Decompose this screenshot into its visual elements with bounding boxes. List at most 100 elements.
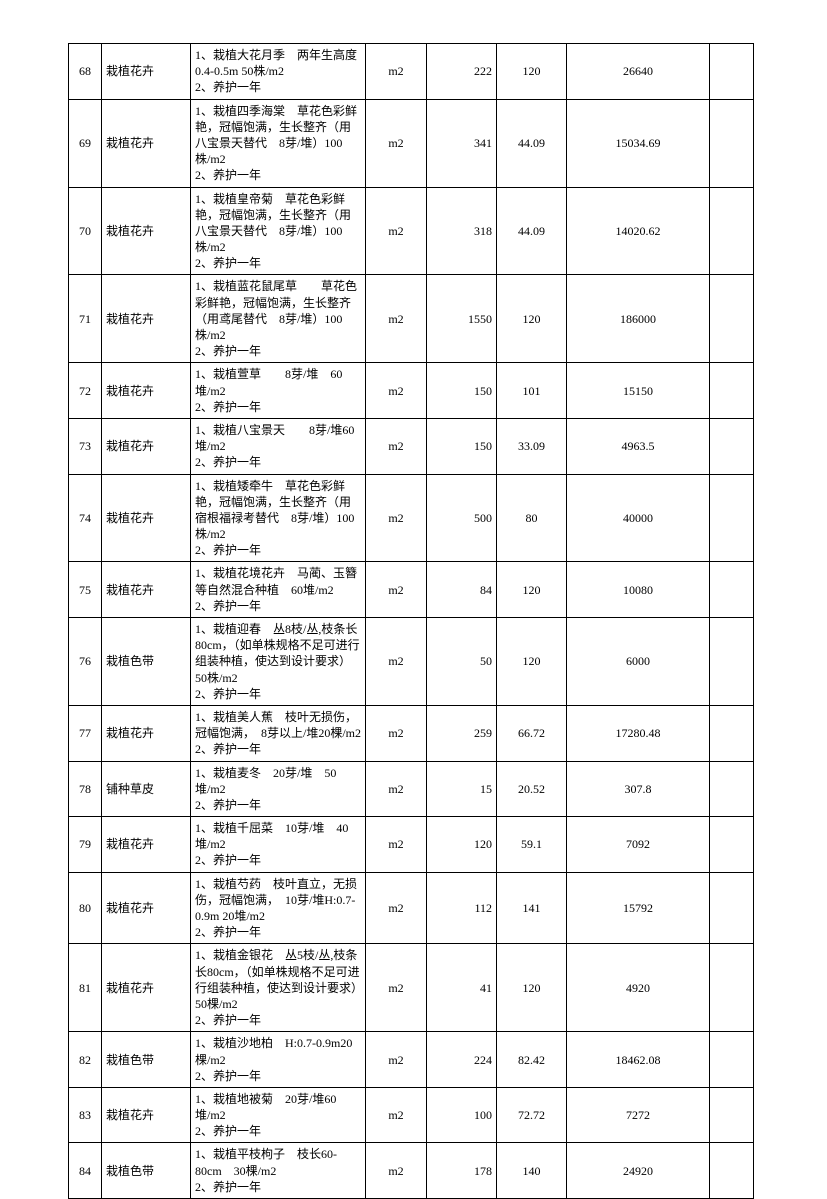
cell-unit: m2 [366, 474, 427, 562]
cell-total: 10080 [567, 562, 710, 618]
table-row: 81栽植花卉1、栽植金银花 丛5枝/丛,枝条长80cm，（如单株规格不足可进行组… [69, 944, 754, 1032]
cell-desc: 1、栽植大花月季 两年生高度0.4-0.5m 50株/m2 2、养护一年 [191, 44, 366, 100]
cell-unit: m2 [366, 187, 427, 275]
cell-desc: 1、栽植美人蕉 枝叶无损伤，冠幅饱满， 8芽以上/堆20棵/m2 2、养护一年 [191, 705, 366, 761]
cell-name: 栽植花卉 [102, 363, 191, 419]
cell-qty: 41 [427, 944, 497, 1032]
table-row: 78铺种草皮1、栽植麦冬 20芽/堆 50堆/m2 2、养护一年m21520.5… [69, 761, 754, 817]
table-row: 71栽植花卉1、栽植蓝花鼠尾草 草花色彩鲜艳，冠幅饱满，生长整齐（用鸢尾替代 8… [69, 275, 754, 363]
cell-no: 72 [69, 363, 102, 419]
cell-qty: 120 [427, 817, 497, 873]
table-row: 73栽植花卉1、栽植八宝景天 8芽/堆60堆/m2 2、养护一年m215033.… [69, 418, 754, 474]
table-row: 80栽植花卉1、栽植芍药 枝叶直立，无损伤，冠幅饱满， 10芽/堆H:0.7-0… [69, 872, 754, 944]
table-row: 68栽植花卉1、栽植大花月季 两年生高度0.4-0.5m 50株/m2 2、养护… [69, 44, 754, 100]
cell-name: 栽植花卉 [102, 562, 191, 618]
cell-total: 26640 [567, 44, 710, 100]
cell-name: 栽植花卉 [102, 44, 191, 100]
cell-no: 69 [69, 99, 102, 187]
cell-no: 82 [69, 1032, 102, 1088]
cell-blank [710, 618, 754, 706]
cell-unit: m2 [366, 817, 427, 873]
cell-qty: 222 [427, 44, 497, 100]
cell-qty: 50 [427, 618, 497, 706]
cell-price: 33.09 [497, 418, 567, 474]
cell-name: 栽植色带 [102, 618, 191, 706]
pricing-table: 68栽植花卉1、栽植大花月季 两年生高度0.4-0.5m 50株/m2 2、养护… [68, 43, 754, 1199]
cell-unit: m2 [366, 562, 427, 618]
cell-desc: 1、栽植矮牵牛 草花色彩鲜艳，冠幅饱满，生长整齐（用宿根福禄考替代 8芽/堆）1… [191, 474, 366, 562]
cell-unit: m2 [366, 363, 427, 419]
cell-total: 186000 [567, 275, 710, 363]
cell-unit: m2 [366, 761, 427, 817]
cell-name: 栽植花卉 [102, 944, 191, 1032]
cell-total: 15792 [567, 872, 710, 944]
cell-no: 74 [69, 474, 102, 562]
cell-price: 44.09 [497, 187, 567, 275]
cell-blank [710, 187, 754, 275]
cell-blank [710, 44, 754, 100]
cell-qty: 259 [427, 705, 497, 761]
cell-desc: 1、栽植金银花 丛5枝/丛,枝条长80cm，（如单株规格不足可进行组装种植，使达… [191, 944, 366, 1032]
cell-desc: 1、栽植千屈菜 10芽/堆 40堆/m2 2、养护一年 [191, 817, 366, 873]
cell-no: 84 [69, 1143, 102, 1199]
cell-blank [710, 944, 754, 1032]
cell-name: 栽植花卉 [102, 705, 191, 761]
table-row: 75栽植花卉1、栽植花境花卉 马蔺、玉簪等自然混合种植 60堆/m2 2、养护一… [69, 562, 754, 618]
cell-price: 80 [497, 474, 567, 562]
cell-name: 栽植花卉 [102, 99, 191, 187]
cell-no: 80 [69, 872, 102, 944]
cell-blank [710, 275, 754, 363]
cell-qty: 150 [427, 363, 497, 419]
table-row: 83栽植花卉1、栽植地被菊 20芽/堆60堆/m2 2、养护一年m210072.… [69, 1087, 754, 1143]
cell-total: 24920 [567, 1143, 710, 1199]
cell-desc: 1、栽植皇帝菊 草花色彩鲜艳，冠幅饱满，生长整齐（用八宝景天替代 8芽/堆）10… [191, 187, 366, 275]
cell-desc: 1、栽植八宝景天 8芽/堆60堆/m2 2、养护一年 [191, 418, 366, 474]
cell-name: 栽植花卉 [102, 817, 191, 873]
cell-price: 20.52 [497, 761, 567, 817]
cell-total: 15150 [567, 363, 710, 419]
cell-no: 77 [69, 705, 102, 761]
cell-desc: 1、栽植蓝花鼠尾草 草花色彩鲜艳，冠幅饱满，生长整齐（用鸢尾替代 8芽/堆）10… [191, 275, 366, 363]
cell-blank [710, 474, 754, 562]
cell-qty: 15 [427, 761, 497, 817]
cell-price: 141 [497, 872, 567, 944]
cell-desc: 1、栽植沙地柏 H:0.7-0.9m20棵/m2 2、养护一年 [191, 1032, 366, 1088]
cell-unit: m2 [366, 944, 427, 1032]
cell-blank [710, 1143, 754, 1199]
cell-blank [710, 1087, 754, 1143]
cell-desc: 1、栽植麦冬 20芽/堆 50堆/m2 2、养护一年 [191, 761, 366, 817]
cell-desc: 1、栽植平枝枸子 枝长60-80cm 30棵/m2 2、养护一年 [191, 1143, 366, 1199]
table-row: 77栽植花卉1、栽植美人蕉 枝叶无损伤，冠幅饱满， 8芽以上/堆20棵/m2 2… [69, 705, 754, 761]
cell-qty: 500 [427, 474, 497, 562]
cell-qty: 1550 [427, 275, 497, 363]
cell-qty: 341 [427, 99, 497, 187]
cell-no: 68 [69, 44, 102, 100]
cell-no: 81 [69, 944, 102, 1032]
cell-price: 66.72 [497, 705, 567, 761]
cell-price: 140 [497, 1143, 567, 1199]
cell-total: 7272 [567, 1087, 710, 1143]
cell-name: 栽植色带 [102, 1143, 191, 1199]
cell-blank [710, 817, 754, 873]
cell-name: 栽植花卉 [102, 872, 191, 944]
cell-total: 18462.08 [567, 1032, 710, 1088]
cell-name: 栽植花卉 [102, 418, 191, 474]
cell-desc: 1、栽植花境花卉 马蔺、玉簪等自然混合种植 60堆/m2 2、养护一年 [191, 562, 366, 618]
table-row: 72栽植花卉1、栽植萱草 8芽/堆 60堆/m2 2、养护一年m21501011… [69, 363, 754, 419]
cell-total: 15034.69 [567, 99, 710, 187]
cell-no: 75 [69, 562, 102, 618]
cell-blank [710, 705, 754, 761]
cell-no: 76 [69, 618, 102, 706]
cell-no: 83 [69, 1087, 102, 1143]
cell-qty: 150 [427, 418, 497, 474]
cell-unit: m2 [366, 618, 427, 706]
cell-desc: 1、栽植迎春 丛8枝/丛,枝条长80cm，（如单株规格不足可进行组装种植，使达到… [191, 618, 366, 706]
cell-total: 7092 [567, 817, 710, 873]
cell-total: 6000 [567, 618, 710, 706]
cell-unit: m2 [366, 705, 427, 761]
cell-no: 71 [69, 275, 102, 363]
cell-qty: 224 [427, 1032, 497, 1088]
cell-no: 79 [69, 817, 102, 873]
cell-qty: 178 [427, 1143, 497, 1199]
cell-price: 101 [497, 363, 567, 419]
